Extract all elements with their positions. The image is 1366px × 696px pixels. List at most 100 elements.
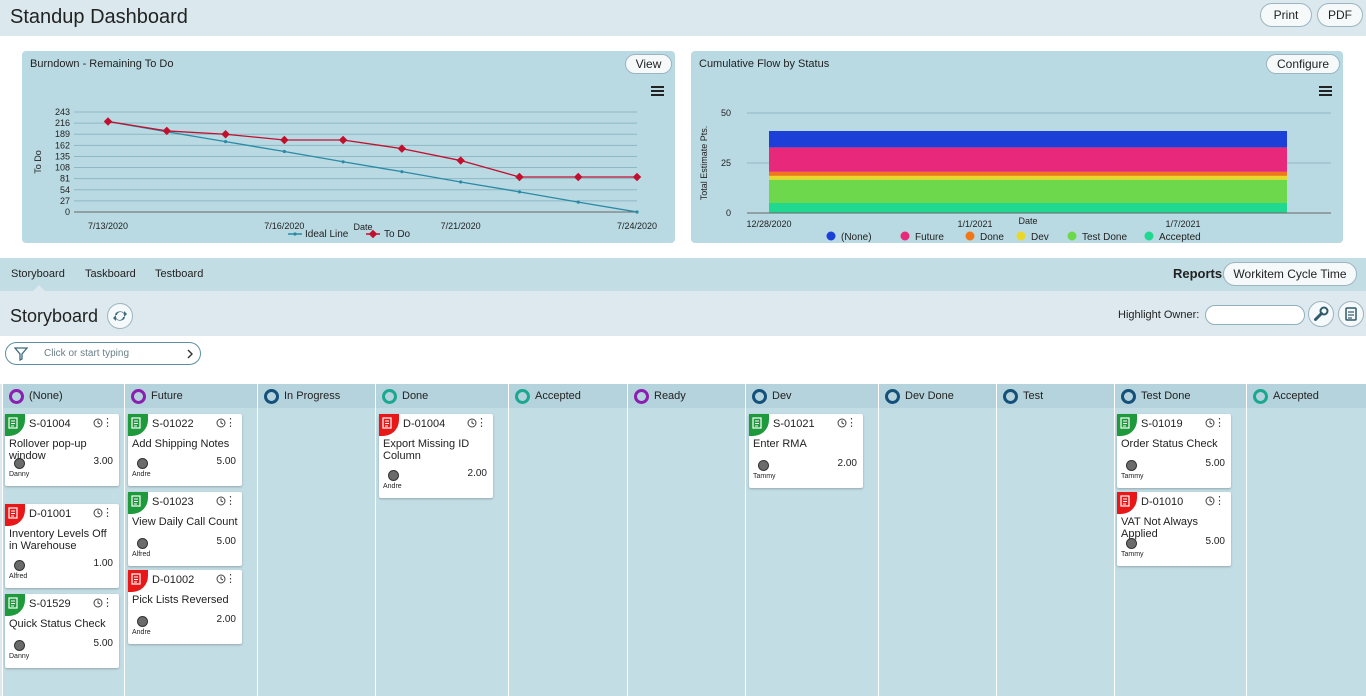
avatar xyxy=(14,458,25,469)
story-card[interactable]: D-01010 ⋮ VAT Not Always Applied Tammy 5.00 xyxy=(1117,492,1231,566)
clock-icon[interactable] xyxy=(93,418,103,431)
legend-ideal-label: Ideal Line xyxy=(305,229,349,240)
card-title[interactable]: VAT Not Always Applied xyxy=(1121,516,1199,540)
avatar xyxy=(1126,460,1137,471)
chart-menu-icon[interactable] xyxy=(651,86,664,96)
story-card[interactable]: S-01529 ⋮ Quick Status Check Danny 5.00 xyxy=(5,594,119,668)
card-id[interactable]: S-01004 xyxy=(29,418,71,430)
legend-swatch xyxy=(1067,231,1077,241)
x-axis-label: Date xyxy=(1018,216,1037,226)
tab-taskboard[interactable]: Taskboard xyxy=(85,268,136,280)
card-title[interactable]: Add Shipping Notes xyxy=(132,438,230,450)
card-title[interactable]: Export Missing ID Column xyxy=(383,438,470,462)
board-column: In Progress xyxy=(257,384,375,696)
card-id[interactable]: D-01001 xyxy=(29,508,72,520)
card-owner: Alfred xyxy=(132,551,151,558)
reports-label: Reports: xyxy=(1173,266,1227,281)
clock-icon[interactable] xyxy=(216,496,226,509)
story-card[interactable]: D-01004 ⋮ Export Missing ID Column Andre 2.0… xyxy=(379,414,493,498)
card-id[interactable]: S-01022 xyxy=(152,418,194,430)
column-header: Accepted xyxy=(509,384,627,408)
cumulative-flow-plot: 0 25 50 12/28/2020 1/1/2021 1/7/2021 Date Total… xyxy=(699,86,1332,243)
clock-icon[interactable] xyxy=(1205,496,1215,509)
card-title[interactable]: Pick Lists Reversed xyxy=(132,594,229,606)
status-ring-icon xyxy=(9,389,24,404)
card-id[interactable]: S-01019 xyxy=(1141,418,1183,430)
card-id[interactable]: D-01004 xyxy=(403,418,446,430)
card-title[interactable]: Quick Status Check xyxy=(9,618,106,630)
column-title: Accepted xyxy=(535,390,581,402)
more-vertical-icon[interactable]: ⋮ xyxy=(225,573,236,585)
card-id[interactable]: S-01021 xyxy=(773,418,815,430)
card-id[interactable]: S-01529 xyxy=(29,598,71,610)
more-vertical-icon[interactable]: ⋮ xyxy=(476,417,487,429)
story-icon xyxy=(749,414,769,436)
card-title[interactable]: Inventory Levels Off in Warehouse xyxy=(9,528,107,552)
story-card[interactable]: D-01001 ⋮ Inventory Levels Off in Warehous… xyxy=(5,504,119,588)
more-vertical-icon[interactable]: ⋮ xyxy=(1214,495,1225,507)
tab-testboard[interactable]: Testboard xyxy=(155,268,204,280)
highlight-owner-input[interactable] xyxy=(1205,305,1305,325)
y-tick-label: 216 xyxy=(55,118,70,128)
y-tick-label: 81 xyxy=(60,174,70,184)
story-card[interactable]: S-01022 ⋮ Add Shipping Notes Andre 5.00 xyxy=(128,414,242,486)
clock-icon[interactable] xyxy=(216,574,226,587)
wrench-button[interactable] xyxy=(1308,301,1334,327)
card-title[interactable]: Order Status Check xyxy=(1121,438,1218,450)
column-header: Test Done xyxy=(1115,384,1246,408)
clock-icon[interactable] xyxy=(93,598,103,611)
pdf-button[interactable]: PDF xyxy=(1317,3,1363,27)
card-estimate: 2.00 xyxy=(216,614,236,625)
status-ring-icon xyxy=(634,389,649,404)
story-card[interactable]: S-01004 ⋮ Rollover pop-up window Danny 3.00 xyxy=(5,414,119,486)
clock-icon[interactable] xyxy=(467,418,477,431)
configure-button[interactable]: Configure xyxy=(1266,54,1340,74)
card-id[interactable]: D-01002 xyxy=(152,574,195,586)
card-id[interactable]: D-01010 xyxy=(1141,496,1184,508)
more-vertical-icon[interactable]: ⋮ xyxy=(846,417,857,429)
more-vertical-icon[interactable]: ⋮ xyxy=(1214,417,1225,429)
more-vertical-icon[interactable]: ⋮ xyxy=(102,597,113,609)
chart-menu-bar xyxy=(651,86,664,88)
status-ring-icon xyxy=(131,389,146,404)
board-column: Accepted xyxy=(1246,384,1366,696)
clock-icon[interactable] xyxy=(837,418,847,431)
story-icon xyxy=(5,594,25,616)
more-vertical-icon[interactable]: ⋮ xyxy=(225,495,236,507)
active-tab-indicator xyxy=(33,285,45,291)
card-title[interactable]: View Daily Call Count xyxy=(132,516,238,528)
column-title: (None) xyxy=(29,390,63,402)
report-button[interactable] xyxy=(1338,301,1364,327)
more-vertical-icon[interactable]: ⋮ xyxy=(102,417,113,429)
print-button[interactable]: Print xyxy=(1260,3,1312,27)
view-button[interactable]: View xyxy=(625,54,672,74)
workitem-cycle-time-button[interactable]: Workitem Cycle Time xyxy=(1223,262,1357,286)
story-icon xyxy=(1117,414,1137,436)
column-header: Dev xyxy=(746,384,878,408)
top-bar: Standup Dashboard Print PDF xyxy=(0,0,1366,36)
more-vertical-icon[interactable]: ⋮ xyxy=(102,507,113,519)
clock-icon[interactable] xyxy=(216,418,226,431)
card-owner: Andre xyxy=(132,471,151,478)
story-card[interactable]: S-01023 ⋮ View Daily Call Count Alfred 5.00 xyxy=(128,492,242,566)
card-owner: Tammy xyxy=(1121,551,1144,558)
storyboard-title: Storyboard xyxy=(10,306,99,326)
x-tick-label: 12/28/2020 xyxy=(746,219,791,229)
chart-menu-icon[interactable] xyxy=(1319,86,1332,96)
more-vertical-icon[interactable]: ⋮ xyxy=(225,417,236,429)
story-card[interactable]: S-01019 ⋮ Order Status Check Tammy 5.00 xyxy=(1117,414,1231,488)
story-card[interactable]: D-01002 ⋮ Pick Lists Reversed Andre 2.00 xyxy=(128,570,242,644)
card-title[interactable]: Enter RMA xyxy=(753,438,807,450)
story-card[interactable]: S-01021 ⋮ Enter RMA Tammy 2.00 xyxy=(749,414,863,488)
x-tick-label: 1/7/2021 xyxy=(1165,219,1200,229)
clock-icon[interactable] xyxy=(93,508,103,521)
card-id[interactable]: S-01023 xyxy=(152,496,194,508)
y-axis-label: Total Estimate Pts. xyxy=(699,126,709,201)
ideal-point xyxy=(223,140,228,144)
tab-storyboard[interactable]: Storyboard xyxy=(11,268,65,280)
refresh-button[interactable] xyxy=(107,303,133,329)
filter-input[interactable]: Click or start typing xyxy=(5,342,201,365)
card-estimate: 5.00 xyxy=(93,638,113,649)
clock-icon[interactable] xyxy=(1205,418,1215,431)
